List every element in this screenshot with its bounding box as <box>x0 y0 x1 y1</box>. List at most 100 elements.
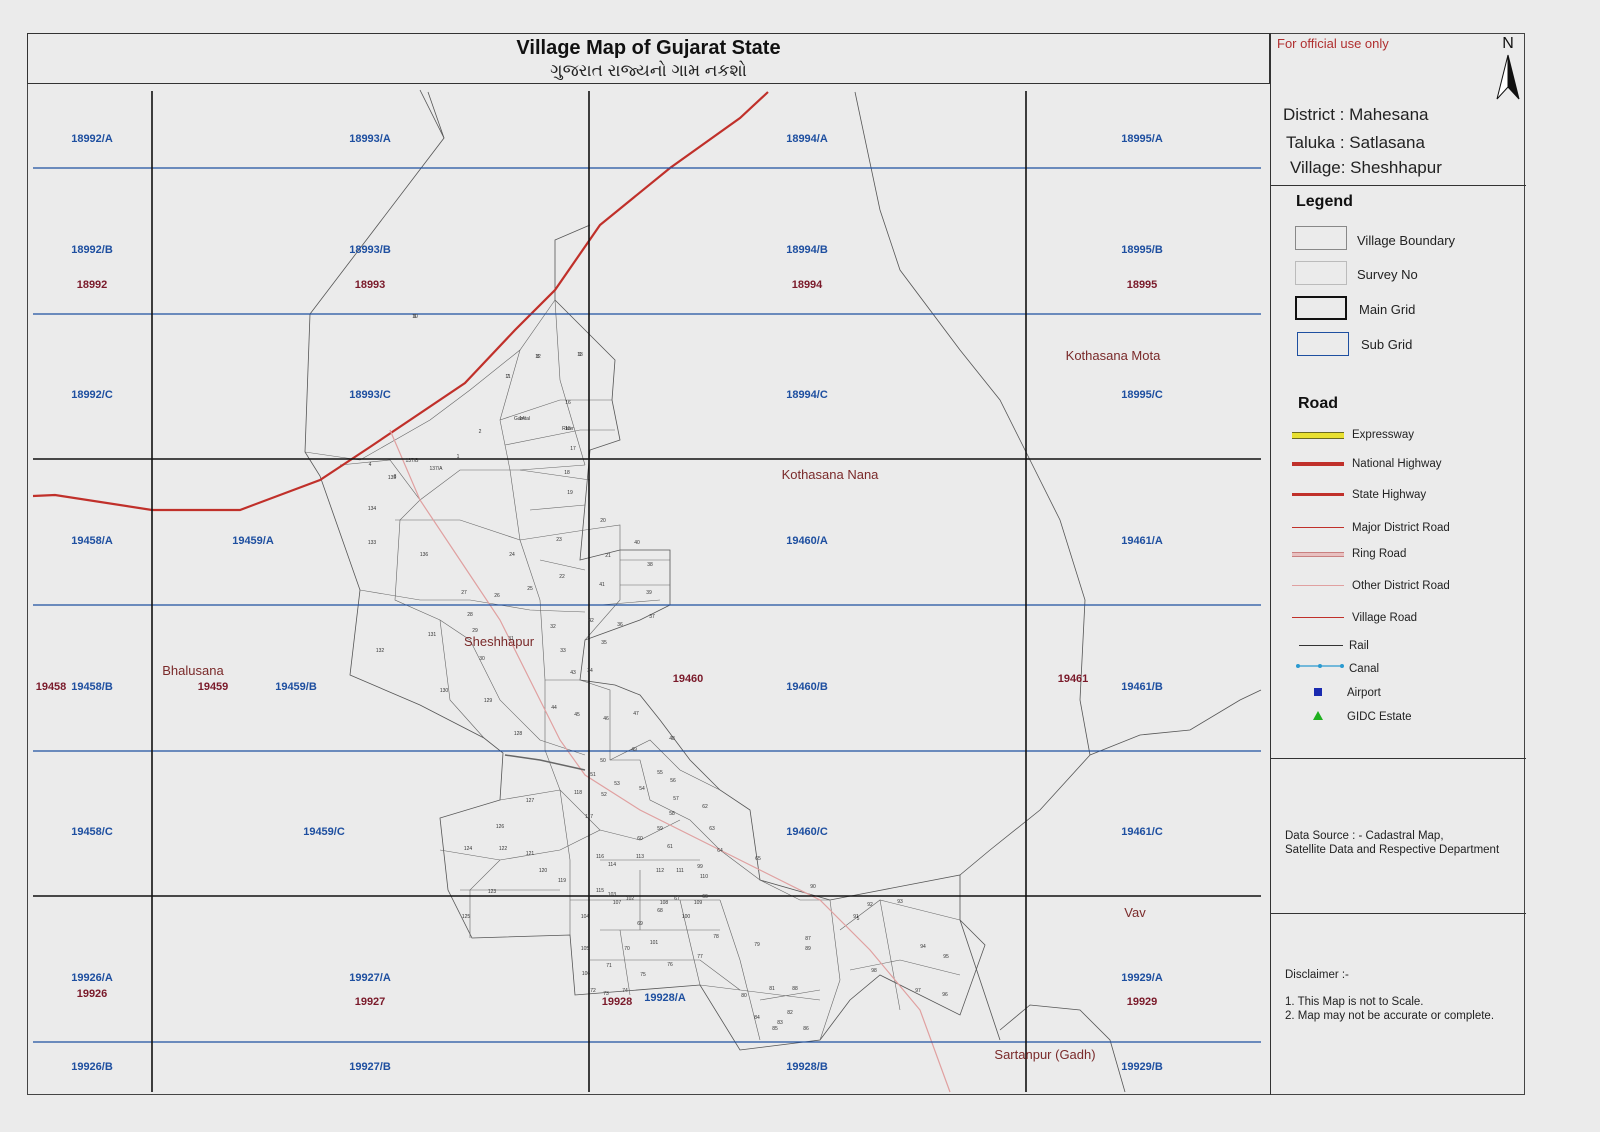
survey-number-label: 55 <box>657 770 663 776</box>
grid-cell-label: 19460/A <box>786 535 828 547</box>
survey-number-label: 17 <box>570 446 576 452</box>
survey-number-label: 26 <box>494 593 500 599</box>
grid-cell-label: 19929/A <box>1121 972 1163 984</box>
survey-number-label: 14 <box>519 416 525 422</box>
survey-number-label: 25 <box>527 586 533 592</box>
data-source-line-2: Satellite Data and Respective Department <box>1285 844 1500 856</box>
survey-parcel-line <box>419 464 586 501</box>
survey-parcel-line <box>584 524 621 641</box>
village-label: Village: Sheshhapur <box>1290 158 1442 177</box>
legend-line-village-road <box>1292 617 1344 618</box>
grid-cell-label: 18995/C <box>1121 389 1163 401</box>
legend-line-other-district-road <box>1292 585 1344 586</box>
survey-number-label: 77 <box>697 954 703 960</box>
grid-cell-label: 18993/B <box>349 244 391 256</box>
survey-number-label: 10 <box>412 314 418 320</box>
survey-number-label: 121 <box>526 851 535 857</box>
survey-number-label: 32 <box>550 624 556 630</box>
grid-cell-label: 18994/C <box>786 389 828 401</box>
survey-number-label: 113 <box>636 854 644 860</box>
legend-rail-icon <box>1299 645 1343 646</box>
survey-number-label: 83 <box>777 1020 783 1026</box>
survey-number-label: 9 <box>579 352 582 358</box>
survey-number-label: 13 <box>577 352 583 358</box>
survey-number-label: 12 <box>535 354 541 360</box>
survey-number-label: 116 <box>596 854 604 860</box>
other-district-road-line <box>389 429 951 1093</box>
survey-number-label: 131 <box>428 632 437 638</box>
survey-number-label: 19 <box>567 490 573 496</box>
survey-number-label: 21 <box>605 553 611 559</box>
survey-number-label: 15 <box>565 426 571 432</box>
sheet-number-label: 19926 <box>77 988 108 1000</box>
survey-number-label: 60 <box>637 836 643 842</box>
sheet-number-label: 19927 <box>355 996 386 1008</box>
survey-parcel-line <box>579 679 761 881</box>
survey-number-label: 129 <box>484 698 493 704</box>
grid-cell-label: 19927/A <box>349 972 391 984</box>
survey-number-label: 107 <box>613 900 622 906</box>
road-label-major-district-road: Major District Road <box>1352 522 1450 534</box>
survey-number-label: 18 <box>564 470 570 476</box>
survey-number-label: 72 <box>590 988 596 994</box>
survey-number-label: 84 <box>754 1015 760 1021</box>
taluka-label: Taluka : Satlasana <box>1286 133 1425 152</box>
survey-number-label: 46 <box>603 716 609 722</box>
survey-number-label: 91 <box>853 914 859 920</box>
survey-parcel-line <box>759 879 841 1041</box>
survey-number-label: 38 <box>647 562 653 568</box>
place-name-label: Kothasana Mota <box>1066 348 1161 363</box>
survey-number-label: 128 <box>514 731 523 737</box>
road-label-national-highway: National Highway <box>1352 458 1442 470</box>
survey-number-label: 135 <box>388 475 397 481</box>
survey-number-label: 62 <box>702 804 708 810</box>
survey-parcel-line <box>570 819 720 901</box>
survey-number-label: Gamtal <box>514 416 530 422</box>
survey-number-label: 53 <box>614 781 620 787</box>
survey-number-label: 117 <box>585 814 593 820</box>
survey-number-label: 80 <box>741 993 747 999</box>
map-grid <box>33 91 1261 1092</box>
road-label-state-highway: State Highway <box>1352 489 1427 501</box>
survey-number-label: 7 <box>507 374 510 380</box>
airport-icon <box>1314 688 1322 696</box>
survey-number-label: 64 <box>717 848 723 854</box>
legend-line-expressway <box>1292 432 1344 439</box>
separator <box>1271 185 1526 186</box>
title-block: Village Map of Gujarat State ગુજરાત રાજ્… <box>27 33 1270 84</box>
legend-title: Legend <box>1296 193 1353 210</box>
survey-number-label: 68 <box>657 908 663 914</box>
survey-number-label: 92 <box>867 902 873 908</box>
village-boundary-line <box>1089 689 1262 756</box>
survey-number-label: 41 <box>599 582 605 588</box>
grid-cell-label: 19458/C <box>71 826 113 838</box>
survey-number-label: 120 <box>539 868 548 874</box>
place-name-label: Sheshhapur <box>464 634 535 649</box>
grid-cell-label: 19458/A <box>71 535 113 547</box>
grid-cell-label: 18995/A <box>1121 133 1163 145</box>
survey-parcel-line <box>439 619 485 739</box>
survey-number-label: 122 <box>499 846 508 852</box>
survey-number-label: 34 <box>587 668 593 674</box>
map-title-gujarati: ગુજરાત રાજ્યનો ગામ નકશો <box>550 61 747 80</box>
separator <box>1271 913 1526 914</box>
survey-number-label: 65 <box>755 856 761 862</box>
survey-number-label: 78 <box>713 934 719 940</box>
survey-number-label: 130 <box>440 688 449 694</box>
road-label-canal: Canal <box>1349 663 1380 675</box>
legend-swatch-sub-grid <box>1297 332 1349 356</box>
survey-number-label: 124 <box>464 846 473 852</box>
grid-cell-label: 19461/B <box>1121 681 1163 693</box>
survey-number-label: 101 <box>650 940 659 946</box>
survey-number-label: 108 <box>660 900 669 906</box>
grid-cell-label: 19461/C <box>1121 826 1163 838</box>
legend-line-state-highway <box>1292 493 1344 496</box>
survey-number-label: 51 <box>590 772 596 778</box>
legend-line-major-district-road <box>1292 527 1344 528</box>
road-label-village-road: Village Road <box>1352 612 1418 624</box>
grid-cell-label: 18993/A <box>349 133 391 145</box>
grid-cell-label: 19458/B <box>71 681 113 693</box>
survey-number-label: 103 <box>608 892 617 898</box>
separator <box>1271 758 1526 759</box>
gidc-estate-icon <box>1313 711 1323 720</box>
